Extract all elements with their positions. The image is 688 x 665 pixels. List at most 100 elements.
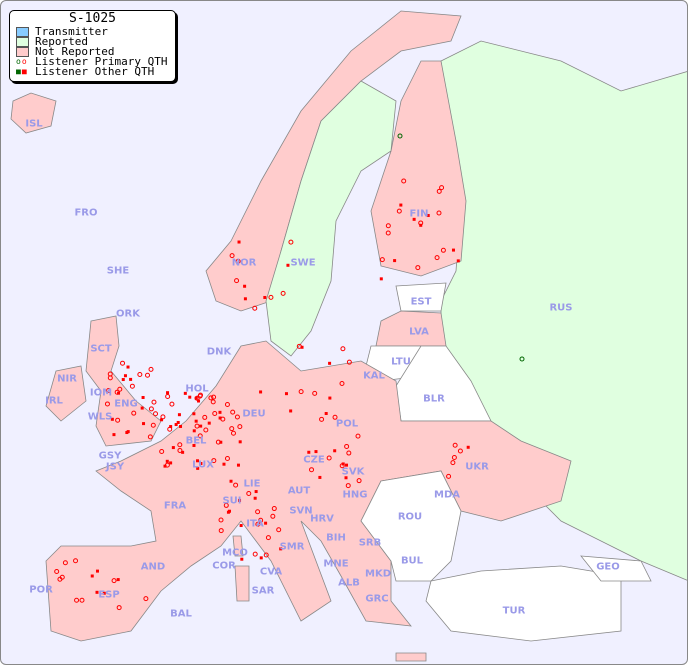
- country-label-swe: SWE: [290, 257, 316, 269]
- listener-primary-marker: [223, 502, 229, 508]
- listener-primary-marker: [115, 417, 121, 423]
- country-label-por: POR: [29, 584, 53, 596]
- listener-other-marker: [141, 395, 145, 399]
- country-label-gsy: GSY: [98, 450, 122, 462]
- listener-primary-marker: [224, 401, 230, 407]
- listener-other-marker: [238, 440, 242, 444]
- country-label-ukr: UKR: [465, 461, 489, 473]
- country-tur[interactable]: [425, 565, 622, 642]
- country-label-ork: ORK: [116, 308, 140, 320]
- country-geo[interactable]: [580, 555, 652, 582]
- listener-primary-marker: [326, 455, 332, 461]
- listener-primary-marker: [450, 460, 456, 466]
- listener-primary-marker: [436, 210, 442, 216]
- listener-other-marker: [379, 277, 383, 281]
- country-gbr[interactable]: [85, 315, 162, 447]
- country-label-and: AND: [140, 561, 166, 573]
- country-label-alb: ALB: [338, 577, 360, 589]
- listener-primary-marker: [345, 483, 351, 489]
- listener-primary-marker: [120, 360, 126, 366]
- country-label-hol: HOL: [185, 383, 209, 395]
- country-irl[interactable]: [45, 365, 87, 422]
- listener-primary-marker: [145, 372, 151, 378]
- country-cyprus-crete[interactable]: [395, 652, 427, 662]
- country-label-blr: BLR: [423, 393, 445, 405]
- country-cor[interactable]: [232, 535, 244, 557]
- not-reported-swatch: [16, 47, 29, 57]
- listener-other-marker: [196, 466, 200, 470]
- country-sar[interactable]: [234, 565, 250, 602]
- country-label-eng: ENG: [114, 398, 138, 410]
- listener-primary-marker: [452, 442, 458, 448]
- listener-primary-marker: [252, 305, 258, 311]
- listener-primary-marker: [165, 393, 171, 399]
- listener-primary-marker: [230, 430, 236, 436]
- listener-primary-marker: [446, 473, 452, 479]
- listener-other-marker: [259, 556, 263, 560]
- listener-primary-marker: [218, 528, 224, 534]
- country-continent[interactable]: [45, 340, 572, 642]
- listener-primary-marker: [218, 517, 224, 523]
- listener-primary-marker: [211, 394, 217, 400]
- country-label-wls: WLS: [87, 411, 113, 423]
- listener-other-marker: [207, 421, 211, 425]
- country-label-irl: IRL: [45, 395, 63, 407]
- country-label-sct: SCT: [90, 343, 112, 355]
- listener-other-marker: [328, 396, 332, 400]
- listener-other-marker: [125, 431, 129, 435]
- legend-primary-qth: oo Listener Primary QTH: [10, 56, 175, 67]
- country-label-rus: RUS: [549, 302, 573, 314]
- country-isl[interactable]: [10, 92, 57, 134]
- listener-other-marker: [259, 390, 263, 394]
- listener-primary-marker: [148, 406, 154, 412]
- listener-other-marker: [116, 578, 120, 582]
- listener-primary-marker: [169, 401, 175, 407]
- listener-other-marker: [199, 424, 203, 428]
- listener-other-marker: [456, 259, 460, 263]
- legend-not-reported: Not Reported: [10, 45, 175, 58]
- country-swe[interactable]: [265, 80, 397, 357]
- listener-primary-marker: [276, 527, 282, 533]
- listener-primary-marker: [79, 597, 85, 603]
- listener-primary-marker: [148, 366, 154, 372]
- listener-other-marker: [196, 459, 200, 463]
- listener-primary-marker: [434, 255, 440, 261]
- listener-other-marker: [236, 463, 240, 467]
- country-label-nir: NIR: [57, 373, 77, 385]
- transmitter-swatch: [16, 27, 29, 37]
- country-lva[interactable]: [375, 310, 447, 347]
- listener-other-marker: [90, 574, 94, 578]
- legend-label: Listener Other QTH: [35, 65, 155, 78]
- listener-other-marker: [197, 399, 201, 403]
- listener-primary-marker: [150, 422, 156, 428]
- listener-primary-marker: [203, 427, 209, 433]
- legend-label: Transmitter: [35, 25, 108, 38]
- listener-primary-marker: [252, 551, 258, 557]
- listener-primary-marker: [401, 178, 407, 184]
- country-label-lie: LIE: [243, 478, 261, 490]
- legend-label: Not Reported: [35, 45, 115, 58]
- listener-primary-marker: [197, 433, 203, 439]
- listener-primary-marker: [440, 247, 446, 253]
- listener-primary-marker: [268, 294, 274, 300]
- listener-primary-marker: [229, 426, 235, 432]
- listener-primary-marker: [177, 447, 183, 453]
- listener-primary-marker: [73, 558, 79, 564]
- listener-primary-marker: [457, 448, 463, 454]
- listener-other-marker: [95, 569, 99, 573]
- country-label-jsy: JSY: [105, 461, 125, 473]
- listener-other-marker: [253, 496, 257, 500]
- listener-primary-marker: [312, 390, 318, 396]
- listener-primary-marker: [235, 258, 241, 264]
- listener-other-marker: [286, 263, 290, 267]
- country-label-tur: TUR: [502, 605, 526, 617]
- square-marker-icon: ■■: [16, 67, 28, 76]
- listener-other-marker: [174, 423, 178, 427]
- country-label-bih: BIH: [326, 532, 346, 544]
- country-fin[interactable]: [370, 60, 467, 277]
- listener-other-marker: [318, 475, 322, 479]
- listener-primary-marker: [356, 478, 362, 484]
- country-est[interactable]: [395, 282, 447, 312]
- listener-primary-marker: [309, 467, 315, 473]
